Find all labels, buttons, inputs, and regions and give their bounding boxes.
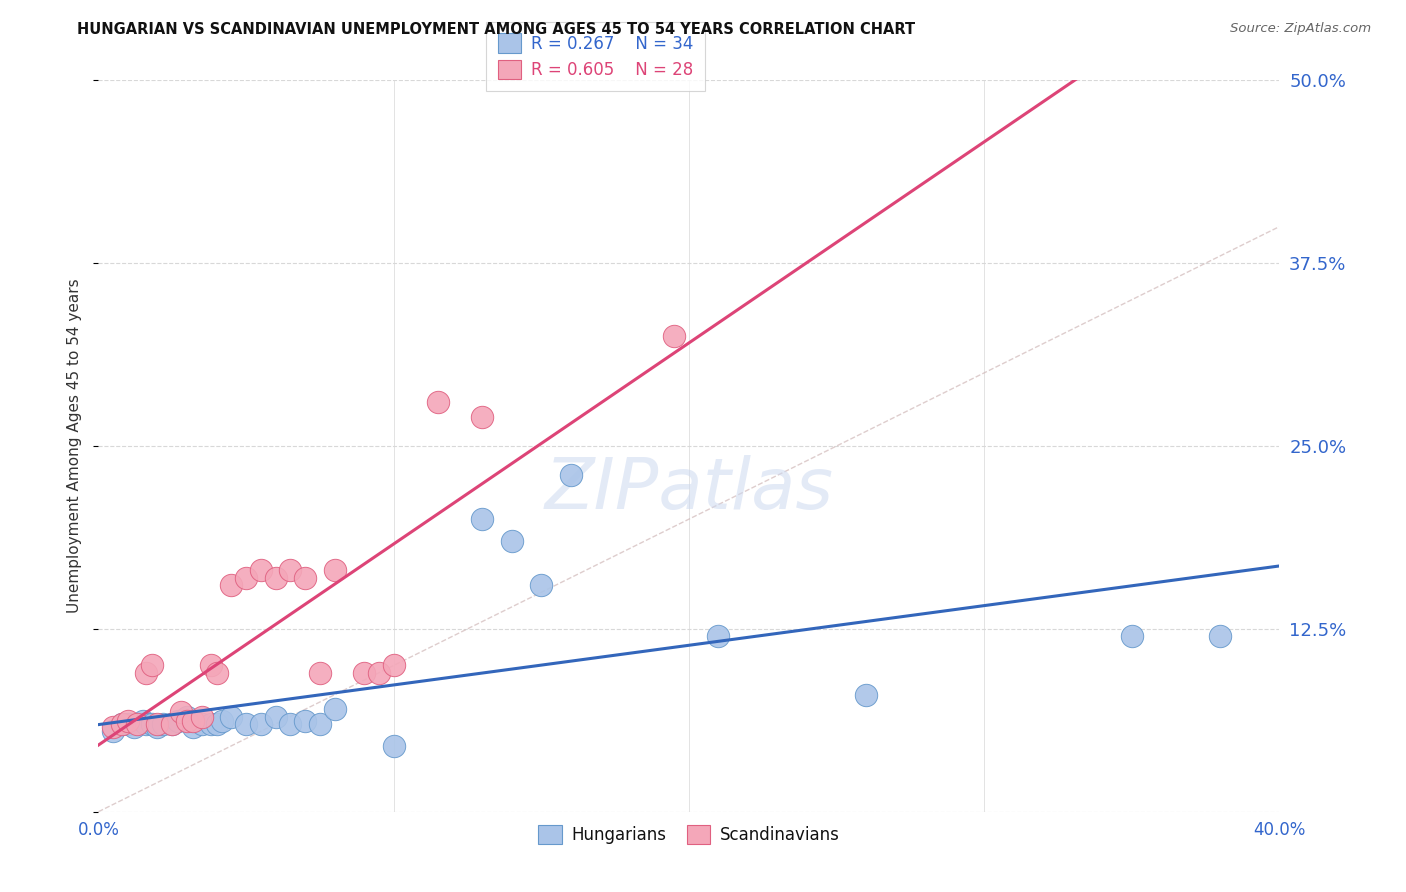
- Point: [141, 717, 163, 731]
- Point: [530, 578, 553, 592]
- Point: [176, 714, 198, 728]
- Point: [382, 739, 405, 753]
- Point: [111, 717, 134, 731]
- Point: [250, 563, 273, 577]
- Point: [280, 717, 302, 731]
- Point: [162, 717, 183, 731]
- Point: [103, 720, 125, 734]
- Point: [176, 709, 198, 723]
- Point: [117, 717, 139, 731]
- Point: [200, 717, 222, 731]
- Point: [181, 714, 204, 728]
- Point: [501, 534, 523, 549]
- Point: [427, 395, 450, 409]
- Point: [1209, 629, 1232, 643]
- Point: [146, 717, 169, 731]
- Point: [181, 720, 204, 734]
- Point: [294, 571, 316, 585]
- Point: [122, 720, 145, 734]
- Point: [471, 409, 494, 424]
- Point: [368, 665, 391, 680]
- Point: [309, 717, 332, 731]
- Point: [132, 714, 155, 728]
- Point: [191, 709, 214, 723]
- Point: [125, 717, 148, 731]
- Point: [205, 665, 228, 680]
- Point: [235, 571, 257, 585]
- Point: [152, 717, 174, 731]
- Point: [135, 665, 157, 680]
- Point: [167, 714, 190, 728]
- Point: [117, 714, 139, 728]
- Point: [280, 563, 302, 577]
- Text: HUNGARIAN VS SCANDINAVIAN UNEMPLOYMENT AMONG AGES 45 TO 54 YEARS CORRELATION CHA: HUNGARIAN VS SCANDINAVIAN UNEMPLOYMENT A…: [77, 22, 915, 37]
- Point: [111, 717, 134, 731]
- Point: [1121, 629, 1143, 643]
- Point: [294, 714, 316, 728]
- Point: [353, 665, 375, 680]
- Point: [235, 717, 257, 731]
- Point: [162, 717, 183, 731]
- Point: [855, 688, 877, 702]
- Point: [309, 665, 332, 680]
- Point: [264, 709, 287, 723]
- Point: [221, 578, 243, 592]
- Point: [323, 563, 346, 577]
- Point: [221, 709, 243, 723]
- Point: [664, 329, 686, 343]
- Point: [191, 717, 214, 731]
- Point: [471, 512, 494, 526]
- Point: [264, 571, 287, 585]
- Point: [560, 468, 582, 483]
- Point: [103, 724, 125, 739]
- Point: [211, 714, 233, 728]
- Point: [707, 629, 730, 643]
- Point: [382, 658, 405, 673]
- Point: [135, 717, 157, 731]
- Legend: Hungarians, Scandinavians: Hungarians, Scandinavians: [531, 818, 846, 851]
- Text: Source: ZipAtlas.com: Source: ZipAtlas.com: [1230, 22, 1371, 36]
- Point: [146, 720, 169, 734]
- Point: [170, 705, 193, 719]
- Point: [200, 658, 222, 673]
- Text: ZIPatlas: ZIPatlas: [544, 456, 834, 524]
- Point: [323, 702, 346, 716]
- Point: [141, 658, 163, 673]
- Y-axis label: Unemployment Among Ages 45 to 54 years: Unemployment Among Ages 45 to 54 years: [67, 278, 83, 614]
- Point: [250, 717, 273, 731]
- Point: [205, 717, 228, 731]
